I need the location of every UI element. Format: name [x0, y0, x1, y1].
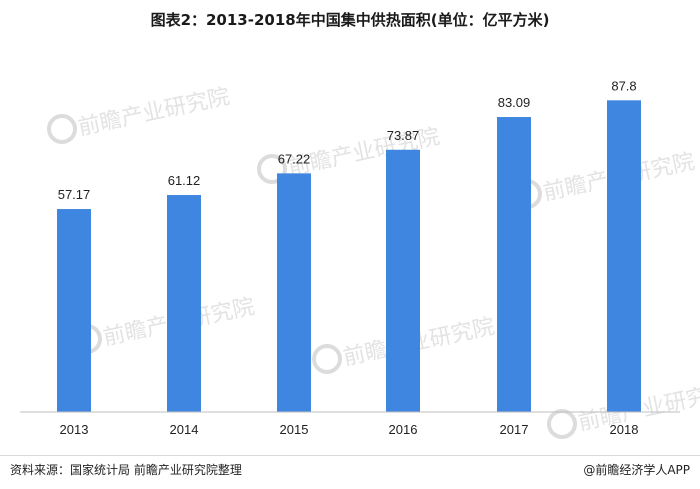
x-tick-labels: 2013 2014 2015 2016 2017 2018 — [60, 422, 639, 437]
value-label-2016: 73.87 — [387, 128, 420, 143]
bar-2018 — [607, 100, 641, 412]
x-tick-2016: 2016 — [389, 422, 418, 437]
x-tick-2014: 2014 — [170, 422, 199, 437]
chart-title: 图表2：2013-2018年中国集中供热面积(单位：亿平方米) — [150, 11, 550, 29]
watermark-logo-icon — [547, 409, 577, 439]
x-tick-2017: 2017 — [500, 422, 529, 437]
bars: 57.17 61.12 67.22 73.87 83.09 87.8 — [57, 78, 641, 412]
bar-2017 — [497, 117, 531, 412]
x-tick-2018: 2018 — [610, 422, 639, 437]
brand-credit: @前瞻经济学人APP — [583, 463, 690, 477]
value-label-2014: 61.12 — [168, 173, 201, 188]
x-tick-2013: 2013 — [60, 422, 89, 437]
bar-2016 — [386, 149, 420, 412]
value-label-2018: 87.8 — [611, 78, 636, 93]
bar-2013 — [57, 209, 91, 412]
footer-divider — [0, 455, 700, 456]
value-label-2017: 83.09 — [498, 95, 531, 110]
bar-2015 — [277, 173, 311, 412]
value-label-2013: 57.17 — [58, 187, 91, 202]
watermark-logo-icon — [257, 154, 287, 184]
watermark-logo-icon — [312, 344, 342, 374]
source-note: 资料来源：国家统计局 前瞻产业研究院整理 — [10, 463, 242, 477]
watermark-layer: 前瞻产业研究院前瞻产业研究院前瞻产业研究院前瞻产业研究院前瞻产业研究院前瞻产业研… — [47, 84, 700, 439]
watermark-logo-icon — [47, 114, 77, 144]
watermark-text: 前瞻产业研究院 — [76, 84, 232, 140]
footer: 资料来源：国家统计局 前瞻产业研究院整理 @前瞻经济学人APP — [0, 461, 700, 485]
value-label-2015: 67.22 — [278, 151, 311, 166]
bar-2014 — [167, 195, 201, 412]
x-tick-2015: 2015 — [280, 422, 309, 437]
